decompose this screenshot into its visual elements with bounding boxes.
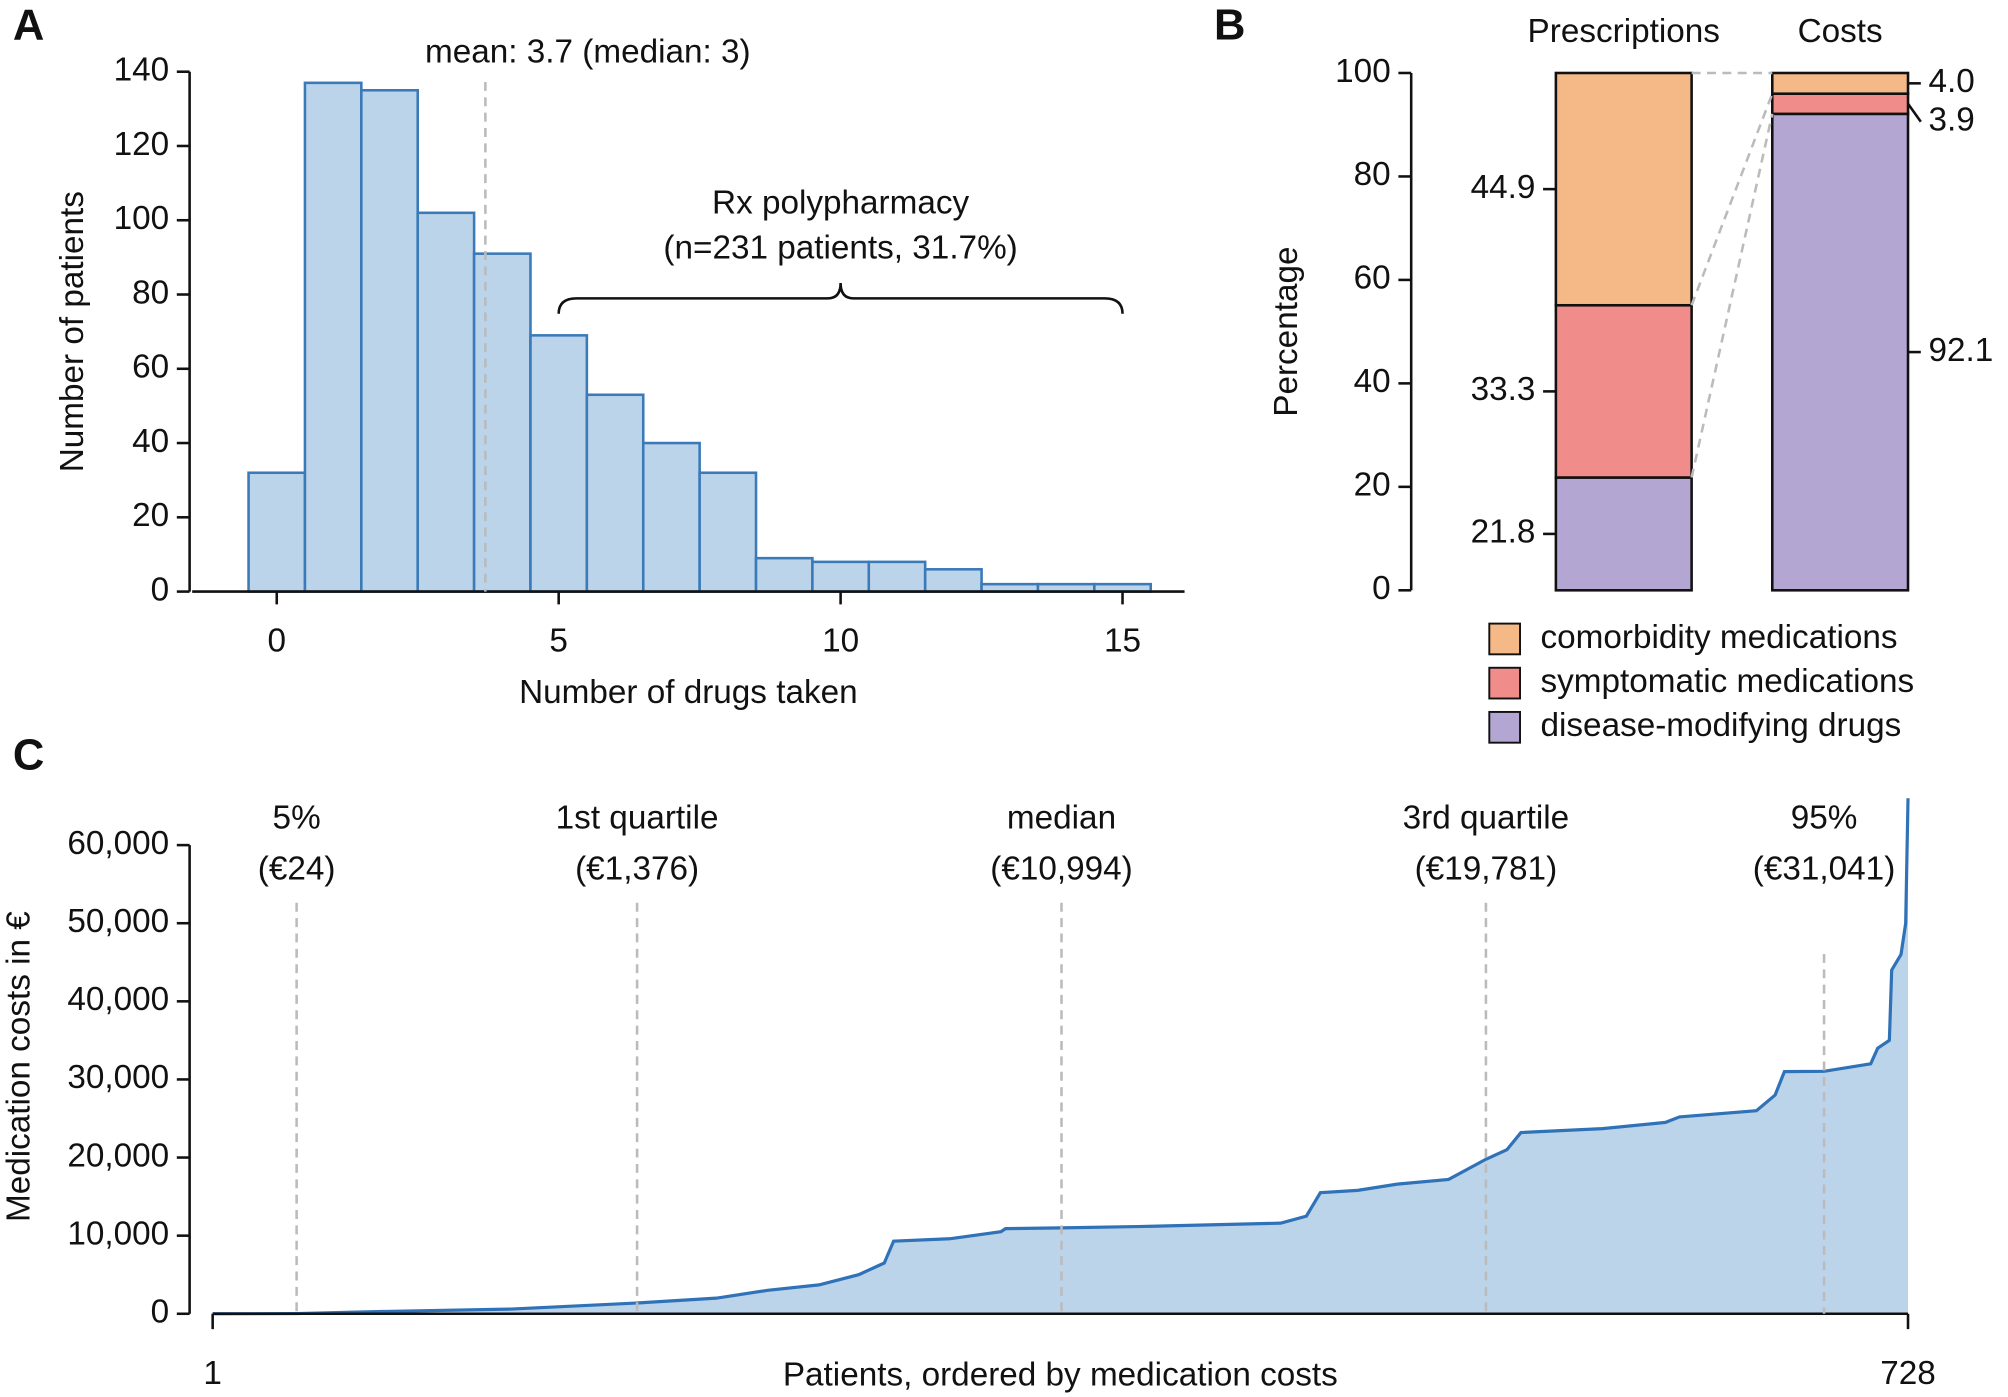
value-label: 4.0 [1929,63,1975,100]
value-label: 44.9 [1471,169,1536,206]
panel-letter: A [13,2,44,50]
quantile-value: (€24) [258,851,336,888]
legend-label: disease-modifying drugs [1541,707,1902,744]
legend-label: symptomatic medications [1541,663,1915,700]
y-tick-label: 60 [132,349,169,386]
legend-swatch [1488,710,1521,744]
bar [641,441,701,593]
bar-segment [1771,112,1910,592]
quantile-value: (€1,376) [575,851,699,888]
y-tick-label: 40 [1354,363,1391,400]
bar [867,560,927,593]
quantile-label: median [1007,799,1116,836]
y-tick-label: 20,000 [67,1137,169,1174]
y-tick-label: 20 [1354,467,1391,504]
bar [303,81,363,593]
x-tick-label: 5 [549,623,568,660]
quantile-label: 5% [273,799,321,836]
y-tick-label: 40 [132,423,169,460]
bar-segment [1554,303,1693,479]
y-tick-label: 20 [132,497,169,534]
value-label: 3.9 [1929,102,1975,139]
x-axis-label: Patients, ordered by medication costs [783,1356,1338,1393]
y-tick-label: 100 [1335,53,1391,90]
panel-letter: C [13,732,44,780]
bar [811,560,871,593]
x-tick-label: 1 [203,1355,222,1392]
x-tick-label: 0 [267,623,286,660]
bar-segment [1554,476,1693,592]
x-axis-label: Number of drugs taken [519,674,858,711]
quantile-value: (€19,781) [1415,851,1557,888]
quantile-label: 95% [1791,799,1858,836]
category-label: Costs [1798,13,1883,50]
quantile-label: 3rd quartile [1403,799,1570,836]
y-axis-label: Percentage [1268,247,1305,417]
y-tick-label: 80 [132,274,169,311]
y-tick-label: 80 [1354,156,1391,193]
quantile-value: (€10,994) [990,851,1132,888]
x-tick-label: 15 [1104,623,1141,660]
y-tick-label: 0 [151,571,170,608]
value-label: 92.1 [1929,332,1994,369]
brace [557,282,1124,314]
y-tick-label: 50,000 [67,903,169,940]
value-label: 21.8 [1471,514,1536,551]
value-label: 33.3 [1471,371,1536,408]
bar [698,471,758,593]
bar [754,556,814,593]
legend-label: comorbidity medications [1541,619,1898,656]
area [212,798,1909,1314]
category-label: Prescriptions [1528,13,1720,50]
bar [529,334,589,593]
y-tick-label: 120 [114,126,170,163]
y-tick-label: 60 [1354,260,1391,297]
bar [247,471,307,593]
bar [360,88,419,593]
panel-letter: B [1214,2,1245,50]
y-tick-label: 60,000 [67,825,169,862]
bar [472,252,532,593]
line [212,798,1910,1316]
value-label-tick [1906,103,1922,123]
y-tick-label: 10,000 [67,1215,169,1252]
bar-segment [1771,92,1910,116]
brace-label: (n=231 patients, 31.7%) [663,229,1017,266]
x-tick-label: 728 [1880,1355,1936,1392]
connector [1690,113,1774,478]
legend-swatch [1488,666,1521,700]
x-tick-label: 10 [822,623,859,660]
brace-label: Rx polypharmacy [712,185,969,222]
connector [1690,93,1774,306]
bar [585,393,645,593]
y-tick-label: 0 [151,1294,170,1331]
quantile-value: (€31,041) [1753,851,1895,888]
y-tick-label: 40,000 [67,981,169,1018]
y-tick-label: 30,000 [67,1059,169,1096]
bar-segment [1554,71,1693,307]
y-tick-label: 140 [114,52,170,89]
y-tick-label: 0 [1372,570,1391,607]
y-axis-label: Medication costs in € [0,911,37,1222]
quantile-label: 1st quartile [556,799,719,836]
bar [416,211,476,593]
reference-label: mean: 3.7 (median: 3) [425,34,751,71]
bar-segment [1771,71,1910,95]
legend-swatch [1488,622,1521,656]
y-tick-label: 100 [114,200,170,237]
bar [923,568,983,593]
y-axis-label: Number of patients [54,191,91,472]
